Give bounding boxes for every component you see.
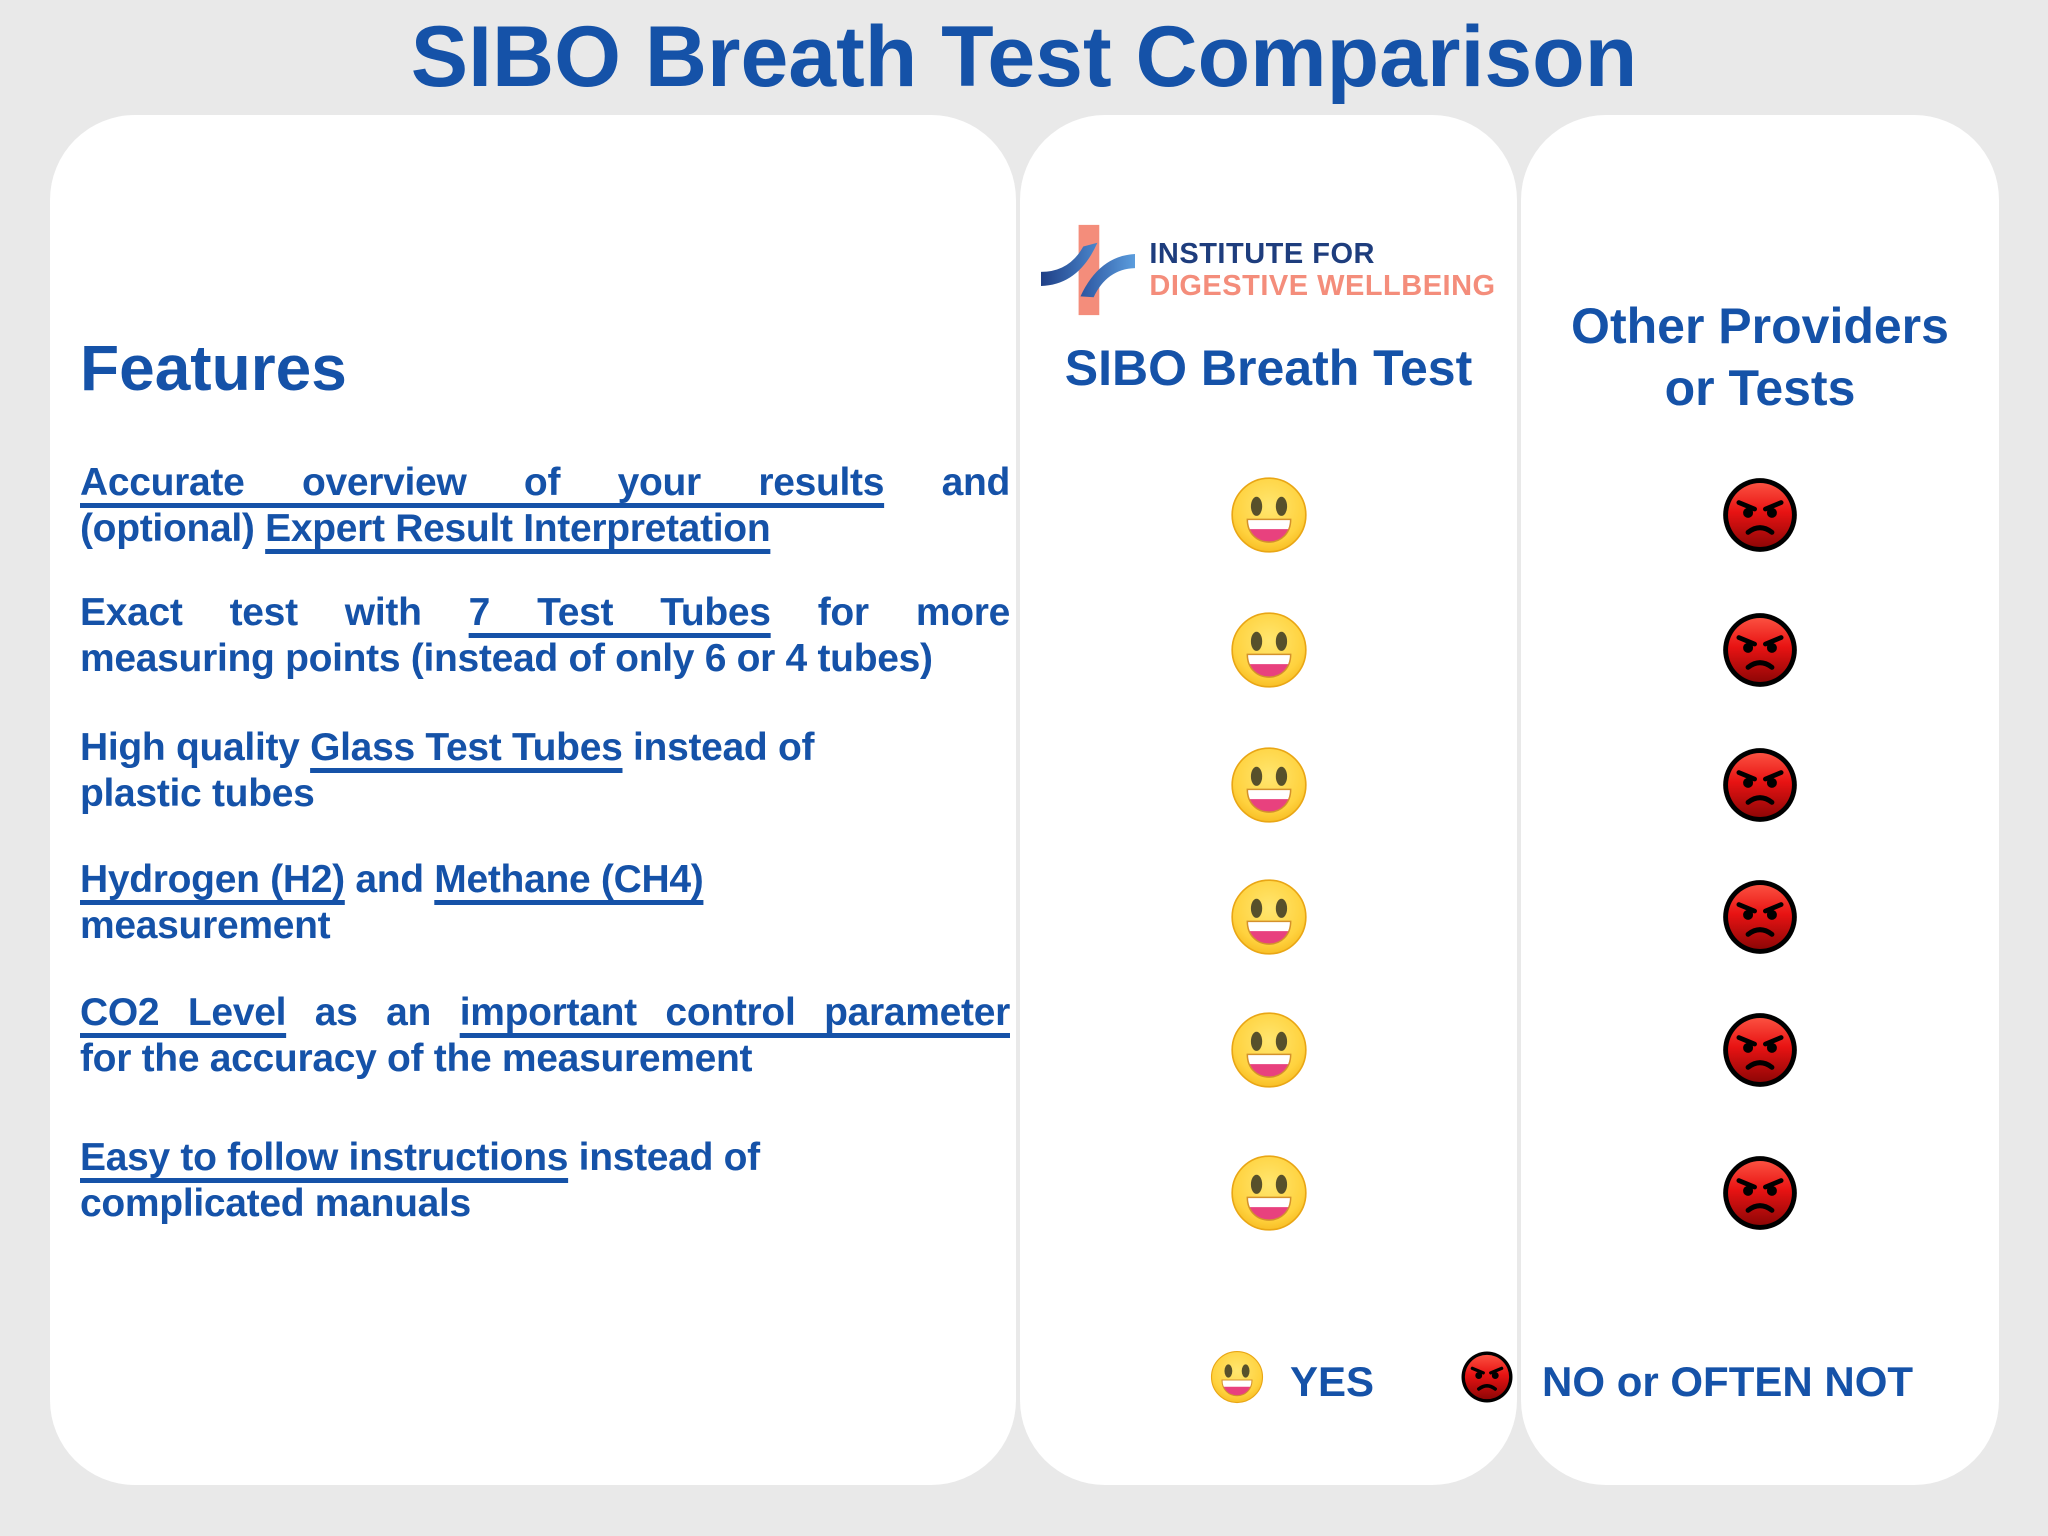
feature-text: High quality [80,726,311,769]
logo-line1: INSTITUTE FOR [1149,238,1375,270]
no-emoji [1723,613,1797,687]
others-column-header: Other Providers or Tests [1521,295,1999,419]
feature-text: for more [770,591,1011,634]
feature-text-underlined: Easy to follow instructions [80,1136,569,1179]
no-emoji [1461,1351,1513,1403]
feature-text: and [344,858,435,901]
feature-line: measurement [80,903,1010,949]
sibo-breath-test-card: INSTITUTE FOR DIGESTIVE WELLBEING SIBO B… [1020,115,1517,1485]
feature-text-underlined: Expert Result Interpretation [265,507,771,550]
institute-logo-text: INSTITUTE FOR DIGESTIVE WELLBEING [1149,238,1495,302]
rating-cell [1020,611,1517,689]
feature-line: Hydrogen (H2) and Methane (CH4) [80,857,1010,903]
institute-logo-cross-icon [1041,224,1136,316]
feature-text-underlined: important control parameter [459,991,1011,1034]
legend-no-label: NO or OFTEN NOT [1542,1358,1914,1405]
feature-text: and [884,461,1011,504]
rating-cell [1521,746,1999,824]
feature-text: as an [286,991,460,1034]
feature-text-underlined: CO2 Level [80,991,287,1034]
no-emoji [1723,1156,1797,1230]
rating-cell [1020,746,1517,824]
feature-line: CO2 Level as an important control parame… [80,990,1010,1036]
feature-text-underlined: Accurate overview of your results [80,461,885,504]
yes-emoji [1230,477,1307,553]
feature-row: Accurate overview of your results and (op… [80,460,1010,552]
feature-text: measuring points (instead of only 6 or 4… [80,637,933,680]
yes-emoji [1230,1012,1307,1088]
features-heading: Features [80,332,347,404]
no-emoji [1723,880,1797,954]
rating-cell [1020,476,1517,554]
feature-line: Easy to follow instructions instead of [80,1135,1010,1181]
feature-text: for the accuracy of the measurement [80,1037,753,1080]
feature-row: Easy to follow instructions instead of co… [80,1135,1010,1227]
yes-emoji [1230,747,1307,823]
yes-emoji [1230,612,1307,688]
other-providers-card: Other Providers or Tests [1521,115,1999,1485]
no-emoji [1723,1013,1797,1087]
feature-text-underlined: Hydrogen (H2) [80,858,345,901]
feature-line: for the accuracy of the measurement [80,1036,1010,1082]
feature-row: CO2 Level as an important control parame… [80,990,1010,1082]
feature-text: instead of [568,1136,761,1179]
rating-cell [1020,1154,1517,1232]
rating-cell [1521,1154,1999,1232]
legend-yes-emoji [1210,1350,1264,1414]
features-card: Features Accurate overview of your resul… [50,115,1016,1485]
legend: YES NO or OFTEN NOT [1210,1350,1914,1414]
feature-text: Exact test with [80,591,469,634]
no-emoji [1723,748,1797,822]
rating-cell [1521,878,1999,956]
feature-line: complicated manuals [80,1181,1010,1227]
rating-cell [1020,878,1517,956]
rating-cell [1521,476,1999,554]
feature-text: plastic tubes [80,772,315,815]
sibo-column-header: SIBO Breath Test [1064,340,1473,396]
feature-text: instead of [622,726,815,769]
feature-line: Exact test with 7 Test Tubes for more [80,590,1010,636]
yes-emoji [1230,1155,1307,1231]
rating-cell [1521,611,1999,689]
others-header-line2: or Tests [1664,360,1856,416]
institute-logo: INSTITUTE FOR DIGESTIVE WELLBEING [1020,223,1517,317]
yes-emoji [1230,879,1307,955]
feature-text-underlined: Glass Test Tubes [310,726,623,769]
legend-no-emoji [1460,1350,1514,1414]
feature-line: High quality Glass Test Tubes instead of [80,725,1010,771]
legend-yes-label: YES [1290,1358,1375,1405]
feature-row: High quality Glass Test Tubes instead of… [80,725,1010,817]
feature-row: Exact test with 7 Test Tubes for more mea… [80,590,1010,682]
feature-line: Accurate overview of your results and [80,460,1010,506]
feature-line: (optional) Expert Result Interpretation [80,506,1010,552]
feature-text: complicated manuals [80,1182,471,1225]
others-header-line1: Other Providers [1571,298,1949,354]
feature-line: measuring points (instead of only 6 or 4… [80,636,1010,682]
feature-text: measurement [80,904,331,947]
feature-text-underlined: Methane (CH4) [434,858,704,901]
page-title: SIBO Breath Test Comparison [410,9,1638,105]
feature-row: Hydrogen (H2) and Methane (CH4) measureme… [80,857,1010,949]
logo-line2: DIGESTIVE WELLBEING [1149,270,1496,302]
feature-line: plastic tubes [80,771,1010,817]
no-emoji [1723,478,1797,552]
yes-emoji [1210,1350,1264,1404]
feature-text: (optional) [80,507,266,550]
rating-cell [1521,1011,1999,1089]
rating-cell [1020,1011,1517,1089]
feature-text-underlined: 7 Test Tubes [468,591,771,634]
